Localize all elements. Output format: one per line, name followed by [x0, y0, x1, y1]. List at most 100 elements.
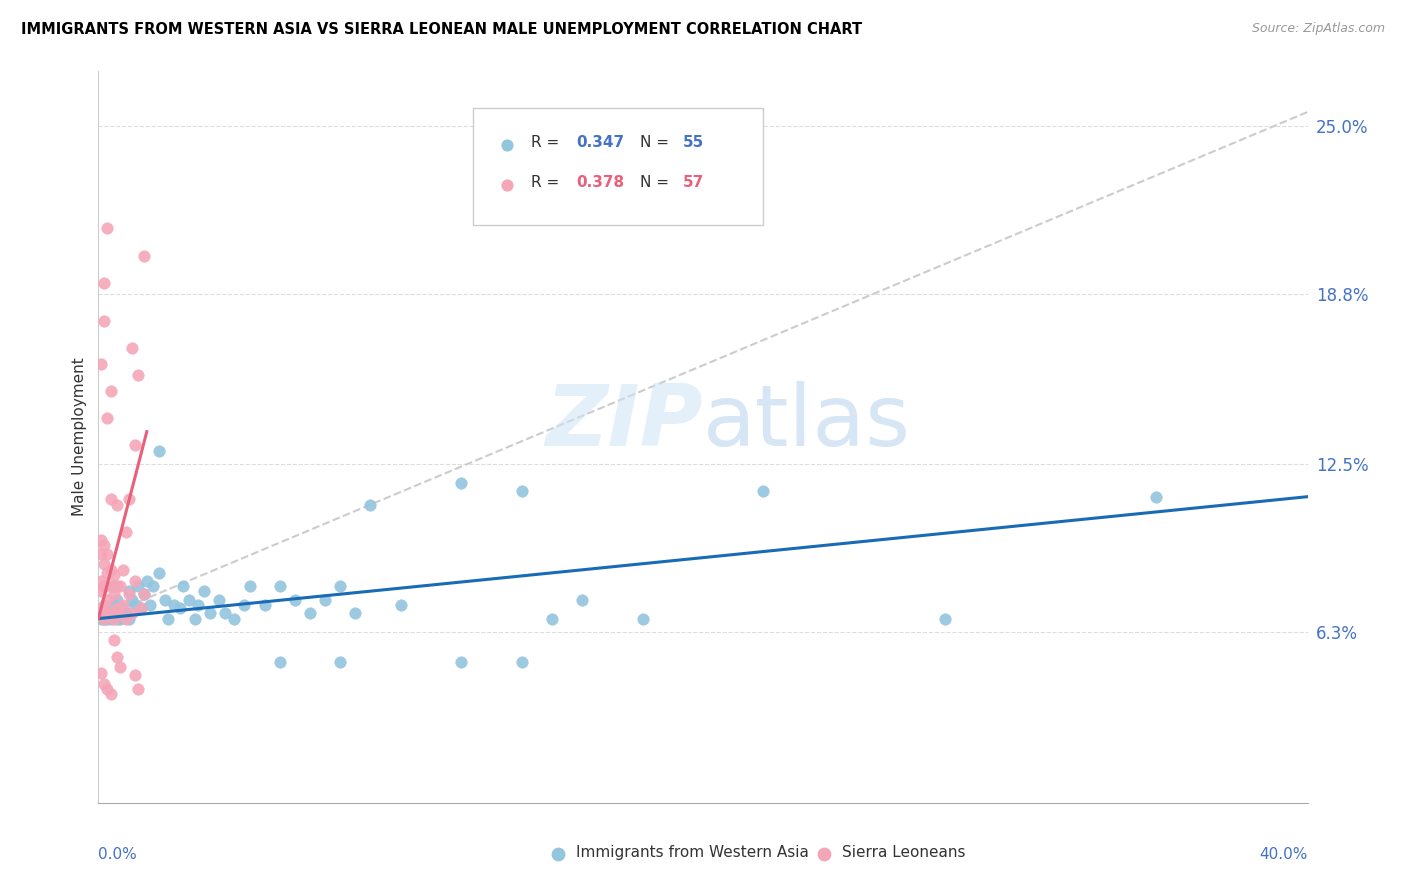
Point	[124, 668, 146, 682]
Point	[344, 606, 367, 620]
Text: 0.347: 0.347	[576, 135, 624, 150]
Point	[90, 533, 112, 547]
Point	[163, 598, 186, 612]
Text: Sierra Leoneans: Sierra Leoneans	[842, 845, 966, 860]
Point	[631, 611, 654, 625]
Point	[90, 574, 112, 588]
Point	[148, 566, 170, 580]
Point	[121, 341, 143, 355]
Point	[121, 592, 143, 607]
Point	[139, 598, 162, 612]
Point	[329, 655, 352, 669]
Point	[100, 611, 122, 625]
Point	[208, 592, 231, 607]
Point	[118, 587, 141, 601]
Point	[100, 579, 122, 593]
Point	[224, 611, 246, 625]
Point	[510, 655, 533, 669]
Point	[105, 498, 128, 512]
Point	[450, 476, 472, 491]
Point	[96, 411, 118, 425]
Point	[510, 484, 533, 499]
Point	[96, 566, 118, 580]
Point	[103, 611, 125, 625]
Point	[214, 606, 236, 620]
Y-axis label: Male Unemployment: Male Unemployment	[72, 358, 87, 516]
Point	[187, 598, 209, 612]
Text: 40.0%: 40.0%	[1260, 847, 1308, 862]
Text: 0.0%: 0.0%	[98, 847, 138, 862]
Point	[232, 598, 254, 612]
Point	[124, 598, 146, 612]
Point	[103, 579, 125, 593]
Point	[450, 655, 472, 669]
Point	[127, 681, 149, 696]
Point	[193, 584, 215, 599]
Point	[124, 438, 146, 452]
Point	[96, 592, 118, 607]
Point	[96, 611, 118, 625]
Point	[118, 611, 141, 625]
Point	[169, 600, 191, 615]
Text: 0.378: 0.378	[576, 175, 624, 190]
Point	[389, 598, 412, 612]
Point	[105, 579, 128, 593]
Point	[96, 606, 118, 620]
Point	[103, 568, 125, 582]
Point	[132, 249, 155, 263]
Point	[752, 484, 775, 499]
Text: N =: N =	[640, 175, 673, 190]
Point	[108, 606, 131, 620]
Point	[96, 547, 118, 561]
Point	[90, 611, 112, 625]
Point	[100, 606, 122, 620]
Point	[111, 563, 134, 577]
Point	[96, 681, 118, 696]
Point	[200, 606, 222, 620]
Point	[93, 558, 115, 572]
Point	[96, 606, 118, 620]
Point	[90, 357, 112, 371]
Text: 57: 57	[682, 175, 703, 190]
Point	[156, 611, 179, 625]
Point	[132, 587, 155, 601]
Point	[96, 221, 118, 235]
Point	[124, 574, 146, 588]
Point	[360, 498, 382, 512]
Point	[114, 611, 136, 625]
Point	[93, 598, 115, 612]
Point	[299, 606, 322, 620]
Point	[153, 592, 176, 607]
Point	[142, 579, 165, 593]
Text: 55: 55	[682, 135, 703, 150]
Text: N =: N =	[640, 135, 673, 150]
Point	[93, 600, 115, 615]
Point	[329, 579, 352, 593]
Point	[127, 579, 149, 593]
Point	[284, 592, 307, 607]
Point	[114, 524, 136, 539]
Point	[132, 587, 155, 601]
Point	[129, 600, 152, 615]
Point	[108, 611, 131, 625]
Point	[108, 660, 131, 674]
Point	[118, 584, 141, 599]
Point	[571, 592, 593, 607]
Point	[934, 611, 956, 625]
Point	[172, 579, 194, 593]
Text: R =: R =	[531, 175, 564, 190]
Point	[269, 579, 291, 593]
Point	[105, 649, 128, 664]
Point	[93, 611, 115, 625]
Point	[100, 688, 122, 702]
Point	[100, 563, 122, 577]
Text: atlas: atlas	[703, 381, 911, 464]
Point	[127, 368, 149, 382]
Point	[93, 313, 115, 327]
Point	[253, 598, 276, 612]
Point	[90, 584, 112, 599]
Point	[129, 600, 152, 615]
Point	[540, 611, 562, 625]
Text: Source: ZipAtlas.com: Source: ZipAtlas.com	[1251, 22, 1385, 36]
Point	[105, 592, 128, 607]
